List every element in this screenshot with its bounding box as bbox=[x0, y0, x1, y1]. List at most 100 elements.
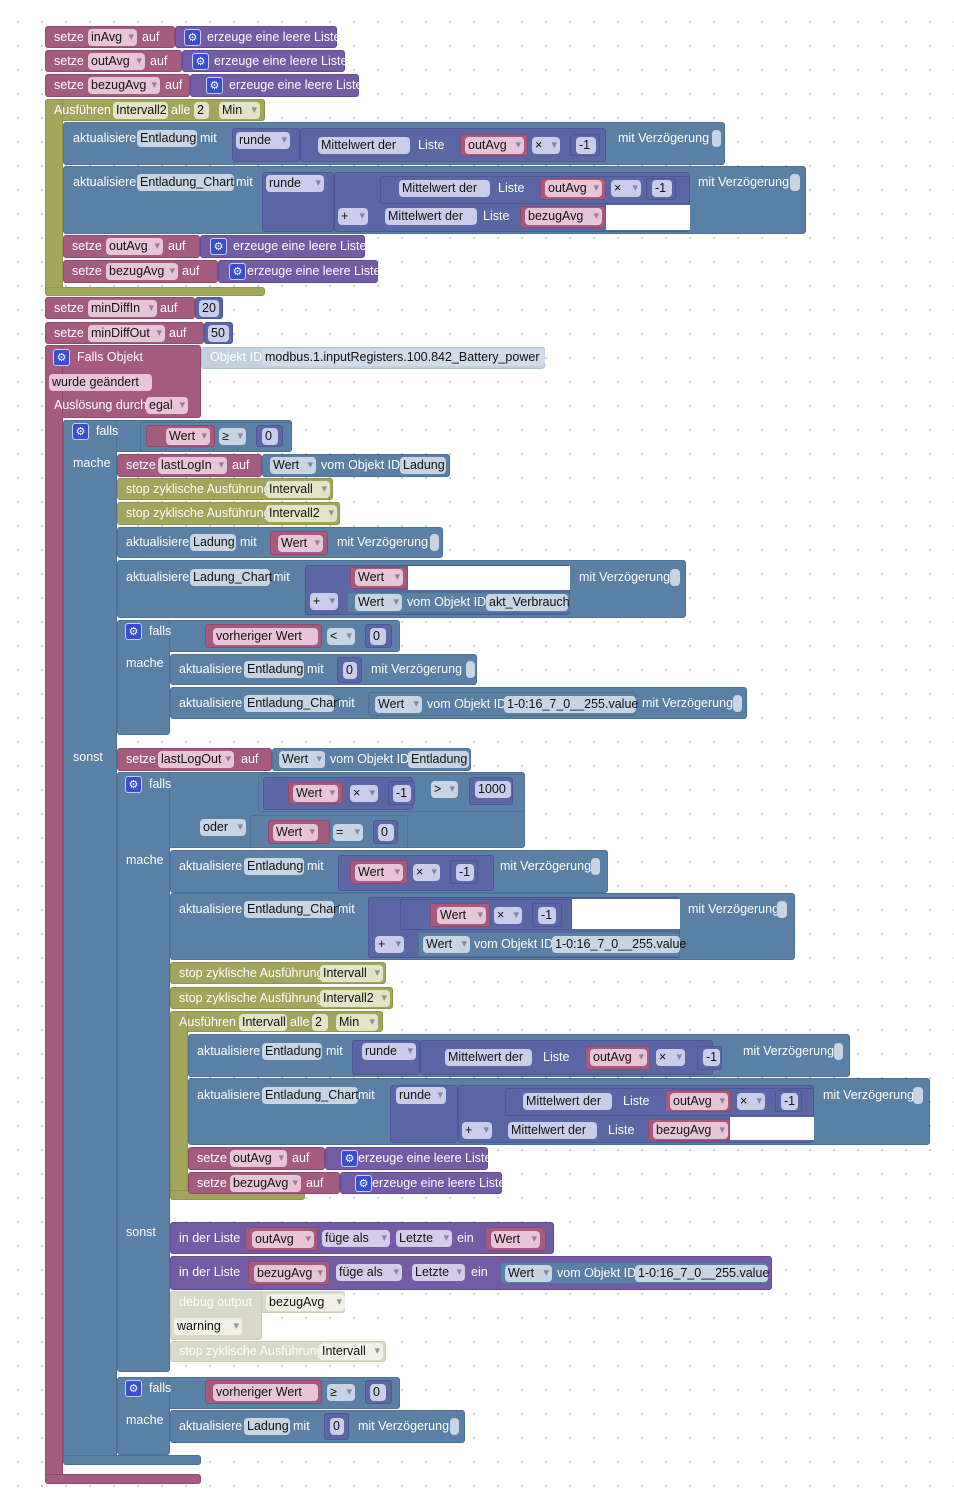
gear-icon[interactable]: ⚙ bbox=[210, 238, 227, 255]
text-field[interactable]: Mittelwert der bbox=[508, 1121, 597, 1139]
dropdown-field[interactable]: bezugAvg bbox=[653, 1121, 728, 1139]
dropdown-field[interactable]: Intervall bbox=[320, 964, 383, 982]
text-field[interactable]: Mittelwert der bbox=[523, 1092, 612, 1110]
text-field[interactable]: Mittelwert der bbox=[445, 1048, 532, 1066]
gear-icon[interactable]: ⚙ bbox=[53, 349, 70, 366]
update-block[interactable] bbox=[170, 1410, 465, 1443]
text-field[interactable]: Entladung_Chart bbox=[262, 1086, 359, 1104]
empty-slot[interactable] bbox=[606, 205, 690, 230]
delay-input[interactable] bbox=[733, 694, 742, 712]
timer-block-bar[interactable] bbox=[45, 99, 63, 296]
dropdown-field[interactable]: Wert bbox=[270, 456, 316, 474]
dropdown-field[interactable]: × bbox=[494, 906, 522, 924]
trigger-block-bar[interactable] bbox=[45, 345, 63, 1484]
dropdown-field[interactable]: Intervall2 bbox=[320, 989, 390, 1007]
dropdown-field[interactable]: Wert bbox=[375, 695, 422, 713]
dropdown-field[interactable]: × bbox=[611, 179, 641, 197]
dropdown-field[interactable]: bezugAvg bbox=[106, 262, 178, 280]
dropdown-field[interactable]: Wert bbox=[355, 863, 403, 881]
variable-dropdown[interactable]: outAvg bbox=[88, 52, 145, 70]
dropdown-field[interactable]: Wert bbox=[166, 427, 210, 445]
text-field[interactable]: 0 bbox=[378, 823, 394, 841]
empty-slot[interactable] bbox=[730, 1117, 814, 1140]
delay-input[interactable] bbox=[466, 660, 475, 678]
dropdown-field[interactable]: runde bbox=[266, 174, 324, 192]
dropdown-field[interactable]: Wert bbox=[355, 593, 402, 611]
average-dropdown[interactable]: Mittelwert der bbox=[318, 136, 410, 154]
text-field[interactable]: Ladung bbox=[400, 456, 446, 474]
gear-icon[interactable]: ⚙ bbox=[184, 29, 201, 46]
delay-input[interactable] bbox=[913, 1086, 923, 1104]
dropdown-field[interactable]: outAvg bbox=[252, 1230, 314, 1248]
trigger-block-end[interactable] bbox=[45, 1474, 201, 1484]
dropdown-field[interactable]: bezugAvg bbox=[254, 1264, 326, 1282]
dropdown-field[interactable]: ≥ bbox=[327, 1383, 355, 1401]
dropdown-field[interactable]: Wert bbox=[491, 1230, 540, 1248]
create-empty-list-block[interactable] bbox=[175, 26, 337, 48]
dropdown-field[interactable]: × bbox=[413, 863, 440, 881]
text-field[interactable]: 0 bbox=[343, 661, 357, 679]
text-field[interactable]: -1 bbox=[652, 179, 672, 197]
create-empty-list-block[interactable] bbox=[182, 50, 345, 72]
delay-input[interactable] bbox=[670, 568, 680, 586]
trigger-dropdown[interactable]: egal bbox=[146, 396, 188, 414]
text-field[interactable]: Intervall2 bbox=[113, 101, 168, 119]
dropdown-field[interactable]: Wert bbox=[355, 568, 403, 586]
dropdown-field[interactable]: runde bbox=[236, 131, 290, 149]
dropdown-field[interactable]: Wert bbox=[423, 935, 470, 953]
dropdown-field[interactable]: Letzte bbox=[396, 1229, 452, 1247]
dropdown-field[interactable]: Intervall bbox=[319, 1342, 383, 1360]
dropdown-field[interactable]: × bbox=[737, 1092, 765, 1110]
text-field[interactable]: 1-0:16_7_0__255.value bbox=[504, 695, 638, 713]
if-block-bar[interactable] bbox=[63, 420, 117, 1465]
dropdown-field[interactable]: outAvg bbox=[590, 1048, 647, 1066]
empty-slot[interactable] bbox=[408, 566, 570, 590]
dropdown-field[interactable]: + bbox=[462, 1121, 492, 1139]
text-field[interactable]: Entladung bbox=[244, 660, 304, 678]
text-field[interactable]: vorheriger Wert bbox=[213, 627, 318, 645]
text-field[interactable]: 2 bbox=[194, 101, 209, 119]
dropdown-field[interactable]: + bbox=[375, 935, 404, 953]
dropdown-field[interactable]: outAvg bbox=[545, 179, 602, 197]
gear-icon[interactable]: ⚙ bbox=[125, 623, 142, 640]
event-dropdown[interactable]: wurde geändert bbox=[49, 373, 152, 391]
text-field[interactable]: Ladung bbox=[190, 533, 236, 551]
text-field[interactable]: -1 bbox=[781, 1092, 798, 1110]
dropdown-field[interactable]: runde bbox=[396, 1086, 446, 1104]
dropdown-field[interactable]: Intervall bbox=[266, 480, 330, 498]
text-field[interactable]: Entladung bbox=[262, 1042, 322, 1060]
dropdown-field[interactable]: runde bbox=[362, 1042, 416, 1060]
text-field[interactable]: 1-0:16_7_0__255.value bbox=[552, 935, 686, 953]
text-field[interactable]: 0 bbox=[370, 627, 386, 645]
create-empty-list-block[interactable] bbox=[218, 260, 378, 283]
dropdown-field[interactable]: × bbox=[350, 784, 378, 802]
text-field[interactable]: -1 bbox=[393, 784, 411, 802]
unit-dropdown[interactable]: Min bbox=[219, 101, 260, 119]
dropdown-field[interactable]: × bbox=[656, 1048, 685, 1066]
delay-input[interactable] bbox=[790, 173, 800, 191]
text-field[interactable]: Mittelwert der bbox=[385, 207, 477, 225]
text-field[interactable]: -1 bbox=[538, 906, 556, 924]
update-block[interactable] bbox=[170, 654, 477, 685]
text-field[interactable]: vorheriger Wert bbox=[213, 1383, 318, 1401]
dropdown-field[interactable]: outAvg bbox=[670, 1092, 728, 1110]
text-field[interactable]: 0 bbox=[330, 1417, 344, 1435]
text-field[interactable]: 50 bbox=[208, 324, 229, 342]
dropdown-field[interactable]: lastLogIn bbox=[158, 456, 227, 474]
variable-dropdown[interactable]: inAvg bbox=[88, 28, 137, 46]
text-field[interactable]: Entladung_Chart bbox=[244, 694, 341, 712]
delay-input[interactable] bbox=[834, 1042, 843, 1060]
dropdown-field[interactable]: lastLogOut bbox=[158, 750, 234, 768]
operator-dropdown[interactable]: + bbox=[338, 207, 368, 225]
delay-input[interactable] bbox=[450, 1417, 459, 1435]
dropdown-field[interactable]: Min bbox=[336, 1013, 378, 1031]
text-field[interactable]: Intervall bbox=[239, 1013, 287, 1031]
dropdown-field[interactable]: minDiffOut bbox=[88, 324, 165, 342]
variable-dropdown[interactable]: bezugAvg bbox=[88, 76, 160, 94]
dropdown-field[interactable]: > bbox=[431, 780, 458, 798]
dropdown-field[interactable]: bezugAvg bbox=[230, 1174, 301, 1192]
create-empty-list-block[interactable] bbox=[200, 235, 365, 258]
dropdown-field[interactable]: outAvg bbox=[230, 1149, 287, 1167]
operator-dropdown[interactable]: < bbox=[327, 627, 355, 645]
timer-block-end[interactable] bbox=[45, 287, 265, 296]
